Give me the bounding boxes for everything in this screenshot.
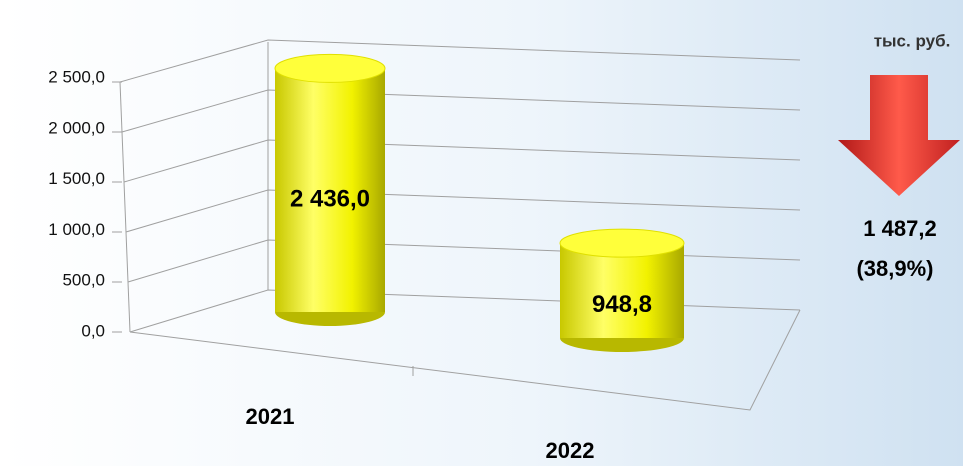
y-tick-label: 2 000,0 — [48, 118, 105, 137]
grid-line — [123, 139, 801, 183]
x-tick-label: 2022 — [546, 438, 595, 463]
value-label: 948,8 — [592, 291, 652, 318]
x-tick-label: 2021 — [246, 404, 295, 429]
grid-line — [119, 39, 801, 83]
bar — [560, 243, 684, 338]
down-arrow — [838, 75, 960, 196]
grid-line — [125, 189, 801, 233]
bar-top — [274, 53, 386, 83]
y-tick-label: 500,0 — [62, 271, 105, 290]
unit-label: тыс. руб. — [874, 31, 951, 50]
y-tick-label: 1 500,0 — [48, 169, 105, 188]
bar — [275, 68, 385, 313]
y-tick-label: 2 500,0 — [48, 67, 105, 86]
chart-frame — [119, 39, 801, 411]
bar-top — [559, 228, 685, 258]
value-label: 2 436,0 — [290, 186, 370, 213]
grid-line — [121, 89, 801, 133]
y-tick-label: 1 000,0 — [48, 220, 105, 239]
annotation: 1 487,2 — [863, 216, 936, 241]
y-tick-label: 0,0 — [81, 321, 105, 340]
annotation: (38,9%) — [856, 256, 933, 281]
